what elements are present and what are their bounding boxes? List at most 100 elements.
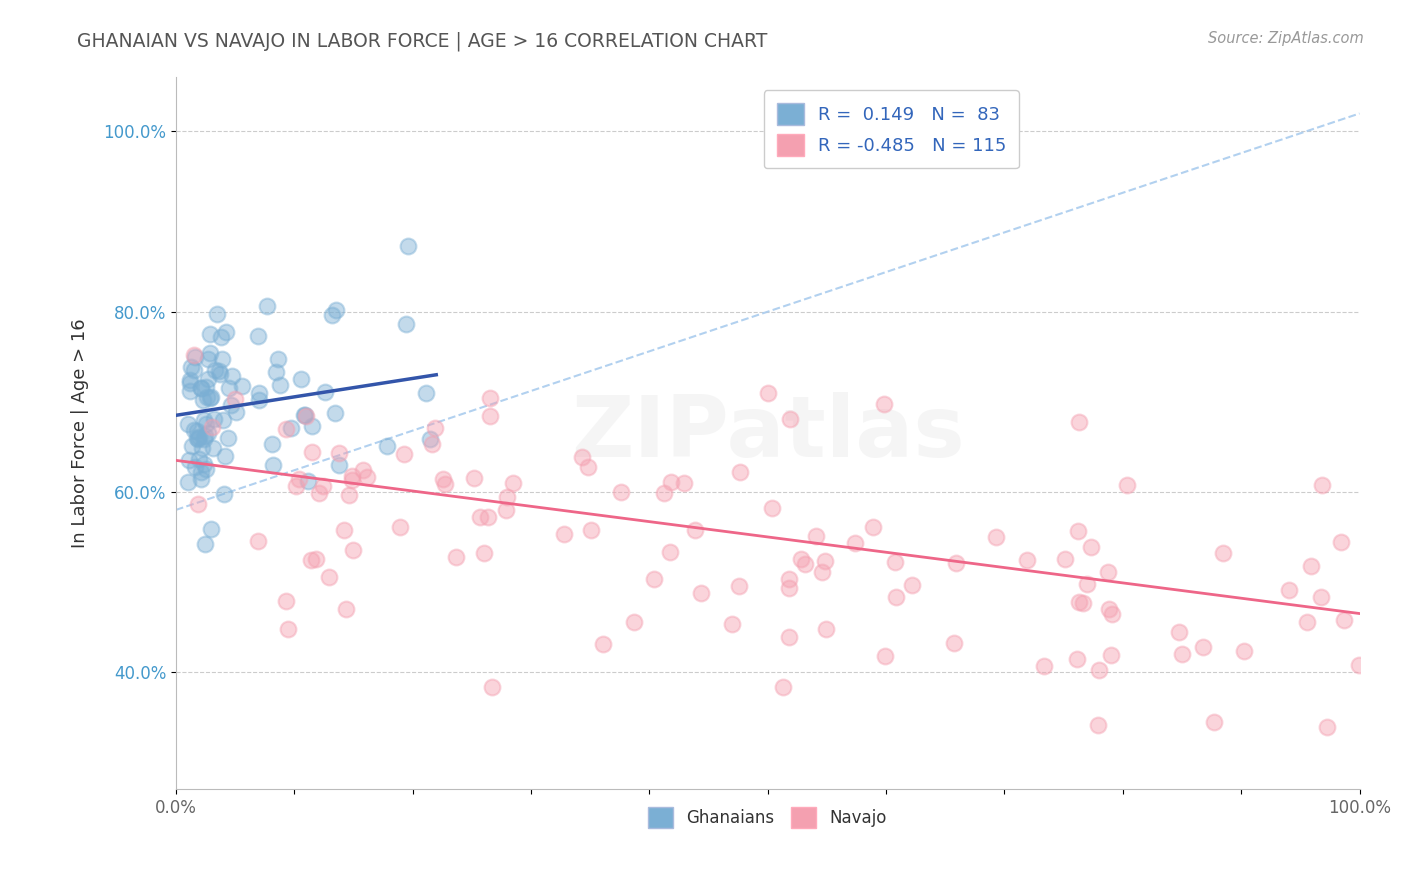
- Point: [193, 432, 215, 446]
- Point: [197, 372, 219, 386]
- Point: [1212, 546, 1234, 560]
- Point: [194, 429, 217, 443]
- Point: [288, 472, 311, 486]
- Point: [728, 579, 751, 593]
- Point: [217, 431, 239, 445]
- Point: [683, 523, 706, 537]
- Point: [325, 303, 347, 318]
- Point: [195, 462, 218, 476]
- Point: [186, 431, 208, 445]
- Point: [328, 458, 350, 473]
- Point: [1073, 595, 1095, 609]
- Point: [463, 471, 485, 485]
- Point: [209, 367, 232, 381]
- Point: [420, 437, 443, 451]
- Point: [193, 393, 215, 408]
- Point: [1330, 534, 1353, 549]
- Point: [446, 549, 468, 564]
- Point: [276, 594, 298, 608]
- Point: [297, 474, 319, 488]
- Point: [433, 476, 456, 491]
- Point: [247, 533, 270, 548]
- Point: [180, 360, 202, 375]
- Text: Source: ZipAtlas.com: Source: ZipAtlas.com: [1208, 31, 1364, 46]
- Point: [266, 365, 288, 379]
- Point: [610, 485, 633, 500]
- Point: [794, 557, 817, 571]
- Point: [884, 590, 907, 604]
- Point: [337, 488, 360, 502]
- Point: [190, 381, 212, 395]
- Point: [659, 475, 682, 489]
- Point: [1101, 607, 1123, 622]
- Point: [290, 372, 312, 386]
- Point: [280, 421, 302, 435]
- Point: [1310, 478, 1333, 492]
- Point: [1069, 595, 1091, 609]
- Point: [256, 300, 278, 314]
- Point: [1076, 577, 1098, 591]
- Point: [202, 412, 225, 426]
- Point: [190, 381, 212, 395]
- Point: [212, 413, 235, 427]
- Point: [654, 485, 676, 500]
- Point: [187, 430, 209, 444]
- Point: [294, 409, 316, 424]
- Point: [425, 421, 447, 435]
- Point: [201, 442, 224, 456]
- Point: [1017, 553, 1039, 567]
- Point: [184, 460, 207, 475]
- Point: [246, 328, 269, 343]
- Point: [198, 392, 221, 406]
- Text: ZIPatlas: ZIPatlas: [571, 392, 965, 475]
- Point: [219, 398, 242, 412]
- Point: [342, 543, 364, 558]
- Point: [495, 503, 517, 517]
- Point: [479, 409, 502, 423]
- Point: [208, 364, 231, 378]
- Point: [1309, 590, 1331, 604]
- Point: [194, 417, 217, 431]
- Point: [340, 473, 363, 487]
- Point: [778, 581, 800, 595]
- Point: [214, 450, 236, 464]
- Text: GHANAIAN VS NAVAJO IN LABOR FORCE | AGE > 16 CORRELATION CHART: GHANAIAN VS NAVAJO IN LABOR FORCE | AGE …: [77, 31, 768, 51]
- Point: [225, 405, 247, 419]
- Point: [247, 385, 270, 400]
- Point: [312, 478, 335, 492]
- Point: [200, 522, 222, 536]
- Point: [576, 459, 599, 474]
- Point: [1067, 524, 1090, 538]
- Point: [277, 622, 299, 636]
- Point: [945, 557, 967, 571]
- Point: [305, 552, 328, 566]
- Point: [1296, 615, 1319, 630]
- Point: [198, 327, 221, 342]
- Point: [352, 463, 374, 477]
- Point: [942, 636, 965, 650]
- Point: [177, 475, 200, 490]
- Point: [247, 392, 270, 407]
- Point: [873, 648, 896, 663]
- Point: [200, 391, 222, 405]
- Point: [187, 497, 209, 511]
- Point: [1348, 658, 1371, 673]
- Point: [1087, 664, 1109, 678]
- Point: [388, 520, 411, 534]
- Point: [1167, 624, 1189, 639]
- Point: [321, 308, 343, 322]
- Point: [658, 545, 681, 559]
- Point: [260, 437, 283, 451]
- Point: [813, 554, 835, 568]
- Point: [186, 424, 208, 438]
- Point: [201, 419, 224, 434]
- Point: [356, 470, 378, 484]
- Point: [419, 432, 441, 446]
- Point: [191, 441, 214, 455]
- Point: [778, 630, 800, 644]
- Point: [179, 376, 201, 391]
- Point: [415, 386, 437, 401]
- Point: [873, 397, 896, 411]
- Point: [212, 486, 235, 500]
- Point: [1191, 640, 1213, 655]
